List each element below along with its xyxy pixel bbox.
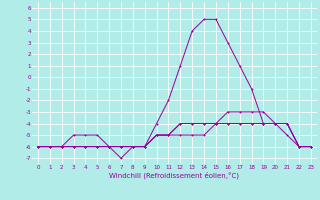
X-axis label: Windchill (Refroidissement éolien,°C): Windchill (Refroidissement éolien,°C) — [109, 171, 239, 179]
